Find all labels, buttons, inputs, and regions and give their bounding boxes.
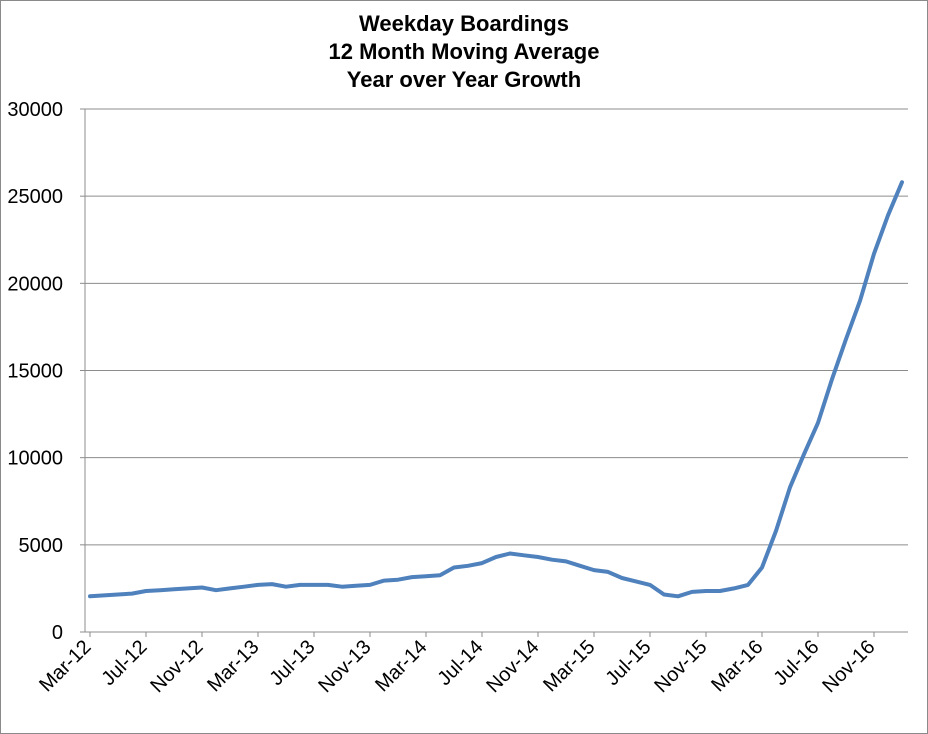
data-point [816,421,820,425]
data-point [326,583,330,587]
data-point [788,485,792,489]
data-point [88,594,92,598]
data-point [270,582,274,586]
chart-title-line-2: 12 Month Moving Average [329,39,600,64]
data-point [172,587,176,591]
gridlines [85,108,908,546]
data-point [368,583,372,587]
data-point [802,452,806,456]
data-point [620,576,624,580]
y-tick-label: 25000 [7,186,63,208]
data-point [592,568,596,572]
data-point [116,593,120,597]
y-tick-label: 5000 [19,535,64,557]
x-tick-label: Mar-16 [707,636,767,696]
data-point [354,584,358,588]
data-point [424,574,428,578]
data-point [774,529,778,533]
data-point [158,588,162,592]
data-point [564,559,568,563]
data-point [690,590,694,594]
data-point [228,586,232,590]
x-tick-label: Nov-15 [650,636,711,697]
chart-title-line-1: Weekday Boardings [359,11,569,36]
x-tick-label: Jul-15 [601,636,655,690]
data-point [662,593,666,597]
data-point [830,377,834,381]
data-point [312,583,316,587]
data-point [886,213,890,217]
data-point [858,299,862,303]
data-point [746,583,750,587]
y-axis-tick-labels: 0 5000 10000 15000 20000 25000 30000 [7,99,85,644]
x-tick-label: Mar-13 [203,636,263,696]
data-point [144,589,148,593]
x-tick-label: Nov-14 [482,636,543,697]
data-point [256,583,260,587]
data-point [480,561,484,565]
series-line-1 [88,180,904,599]
y-tick-label: 15000 [7,361,63,383]
data-point [410,575,414,579]
x-tick-label: Jul-16 [769,636,823,690]
data-point [340,585,344,589]
data-point [760,565,764,569]
data-point [704,589,708,593]
data-point [732,586,736,590]
data-point [382,579,386,583]
x-tick-label: Mar-15 [539,636,599,696]
data-point [102,593,106,597]
data-point [550,558,554,562]
data-point [298,583,302,587]
data-point [676,594,680,598]
data-point [396,578,400,582]
x-tick-label: Mar-12 [35,636,95,696]
chart-title: Weekday Boardings 12 Month Moving Average… [329,11,600,92]
x-tick-label: Jul-14 [433,636,487,690]
chart-title-line-3: Year over Year Growth [347,67,581,92]
data-point [284,585,288,589]
data-point [186,586,190,590]
x-tick-label: Nov-16 [818,636,879,697]
data-point [508,552,512,556]
data-point [634,579,638,583]
data-point [214,588,218,592]
data-point [718,589,722,593]
data-point [242,585,246,589]
x-tick-label: Nov-12 [146,636,207,697]
data-point [466,564,470,568]
data-point [844,337,848,341]
x-tick-label: Nov-13 [314,636,375,697]
data-point [452,565,456,569]
series-lines [88,180,904,599]
data-point [494,555,498,559]
data-point [900,180,904,184]
x-tick-label: Jul-13 [265,636,319,690]
x-tick-label: Mar-14 [371,636,431,696]
y-tick-label: 10000 [7,448,63,470]
data-point [200,586,204,590]
data-point [606,570,610,574]
data-point [438,573,442,577]
data-point [648,583,652,587]
y-tick-label: 0 [52,622,63,644]
y-tick-label: 20000 [7,273,63,295]
x-tick-label: Jul-12 [97,636,151,690]
data-point [522,553,526,557]
data-point [872,252,876,256]
y-tick-label: 30000 [7,99,63,121]
data-point [536,555,540,559]
data-point [130,592,134,596]
data-point [578,564,582,568]
